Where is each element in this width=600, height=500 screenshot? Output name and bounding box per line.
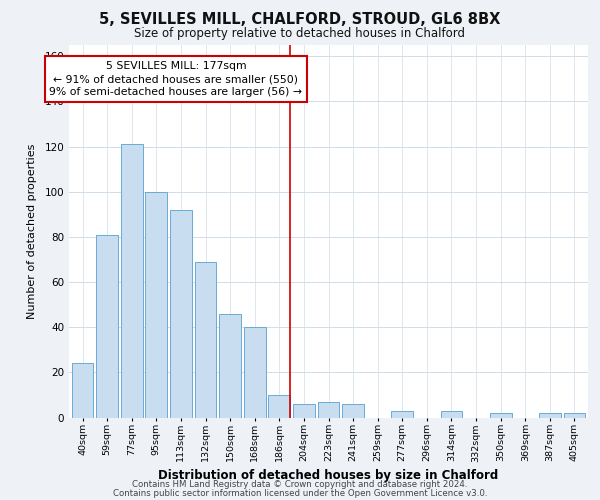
Bar [391,410,413,418]
Bar [268,395,290,417]
Bar [194,262,217,418]
Bar [317,402,340,417]
Text: 5 SEVILLES MILL: 177sqm
← 91% of detached houses are smaller (550)
9% of semi-de: 5 SEVILLES MILL: 177sqm ← 91% of detache… [49,61,302,97]
Bar [97,234,118,418]
Bar [219,314,241,418]
X-axis label: Distribution of detached houses by size in Chalford: Distribution of detached houses by size … [158,468,499,481]
Text: Size of property relative to detached houses in Chalford: Size of property relative to detached ho… [134,28,466,40]
Bar [563,413,585,418]
Bar [342,404,364,417]
Bar [72,364,94,418]
Bar [440,410,463,418]
Bar [293,404,315,417]
Bar [490,413,512,418]
Bar [121,144,143,418]
Text: Contains HM Land Registry data © Crown copyright and database right 2024.: Contains HM Land Registry data © Crown c… [132,480,468,489]
Y-axis label: Number of detached properties: Number of detached properties [28,144,37,319]
Text: 5, SEVILLES MILL, CHALFORD, STROUD, GL6 8BX: 5, SEVILLES MILL, CHALFORD, STROUD, GL6 … [100,12,500,27]
Bar [244,327,266,418]
Bar [170,210,192,418]
Bar [145,192,167,418]
Bar [539,413,560,418]
Text: Contains public sector information licensed under the Open Government Licence v3: Contains public sector information licen… [113,488,487,498]
